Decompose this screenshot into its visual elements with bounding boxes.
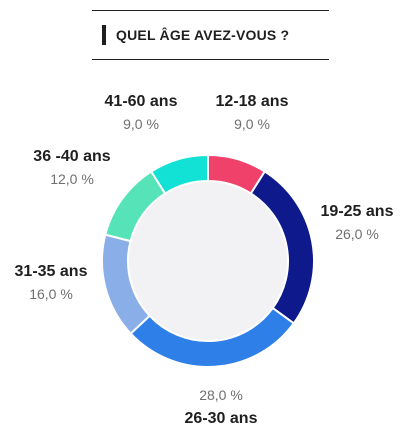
label-31-35-value: 16,0 % <box>29 286 73 302</box>
label-36-40-value: 12,0 % <box>50 171 94 187</box>
label-19-25: 19-25 ans 26,0 % <box>312 202 402 244</box>
label-26-30-value: 28,0 % <box>199 387 243 403</box>
label-19-25-name: 19-25 ans <box>320 203 394 220</box>
label-36-40-name: 36 -40 ans <box>33 148 111 165</box>
label-31-35-name: 31-35 ans <box>14 263 88 280</box>
label-31-35: 31-35 ans 16,0 % <box>6 262 96 304</box>
title-accent-bar <box>102 25 106 45</box>
label-26-30: 28,0 % 26-30 ans <box>176 386 266 428</box>
label-19-25-value: 26,0 % <box>335 226 379 242</box>
chart-title-box: QUEL ÂGE AVEZ-VOUS ? <box>92 10 329 60</box>
label-12-18-value: 9,0 % <box>234 116 270 132</box>
donut-center <box>129 182 287 340</box>
label-41-60: 41-60 ans 9,0 % <box>96 92 186 134</box>
label-12-18-name: 12-18 ans <box>215 93 289 110</box>
chart-title: QUEL ÂGE AVEZ-VOUS ? <box>116 27 290 43</box>
label-41-60-name: 41-60 ans <box>104 93 178 110</box>
label-26-30-name: 26-30 ans <box>184 410 258 427</box>
label-41-60-value: 9,0 % <box>123 116 159 132</box>
label-12-18: 12-18 ans 9,0 % <box>212 92 292 134</box>
donut-slice-41-60 <box>149 153 209 195</box>
label-36-40: 36 -40 ans 12,0 % <box>22 147 122 189</box>
